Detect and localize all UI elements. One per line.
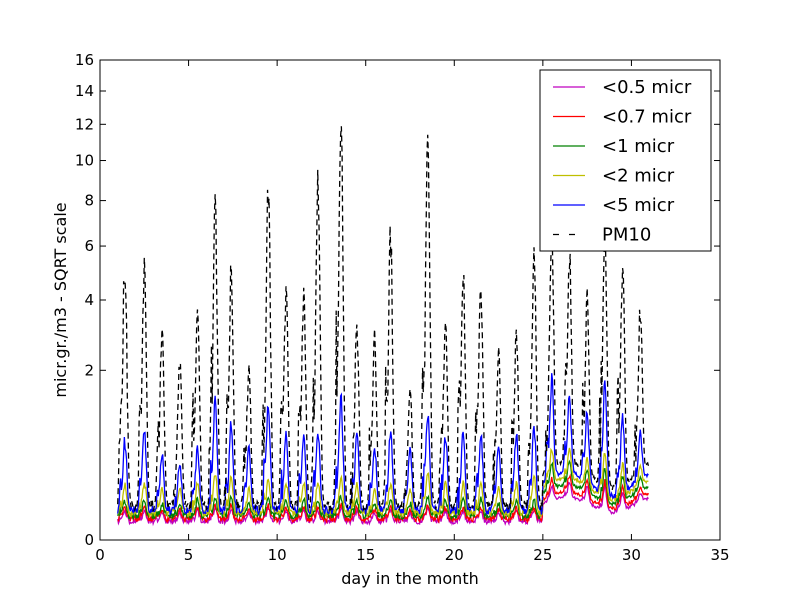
x-tick-label: 15 — [356, 546, 375, 564]
axis-ticks: 0 5 10 15 20 25 30 35 0 2 4 6 8 10 12 14 16 — [75, 51, 730, 564]
y-tick-label: 14 — [75, 82, 94, 100]
x-tick-label: 10 — [268, 546, 287, 564]
series-lines — [117, 126, 650, 527]
y-tick-label: 8 — [84, 192, 94, 210]
x-tick-label: 5 — [184, 546, 194, 564]
x-tick-label: 30 — [622, 546, 641, 564]
y-tick-label: 4 — [84, 291, 94, 309]
legend-box — [539, 69, 712, 252]
y-tick-label: 12 — [75, 115, 94, 133]
y-tick-label: 10 — [75, 152, 94, 170]
legend-entry-label: PM10 — [602, 225, 651, 246]
legend: <0.5 micr <0.7 micr <1 micr <2 micr <5 micr P… — [539, 69, 712, 252]
legend-entry-label: <0.5 micr — [602, 77, 692, 98]
legend-entry-label: <2 micr — [602, 166, 675, 187]
x-tick-label: 0 — [95, 546, 105, 564]
x-tick-label: 35 — [710, 546, 729, 564]
series-line-1 — [117, 473, 649, 525]
y-tick-label: 0 — [84, 531, 94, 549]
y-tick-label: 6 — [84, 237, 94, 255]
y-tick-label: 2 — [84, 361, 94, 379]
y-tick-label: 16 — [75, 51, 94, 69]
legend-entry-label: <1 micr — [602, 136, 675, 157]
series-line-5 — [117, 126, 650, 513]
legend-entry-label: <0.7 micr — [602, 107, 692, 128]
x-axis-label: day in the month — [341, 569, 478, 588]
series-line-2 — [117, 459, 649, 522]
y-axis-label: micr.gr./m3 - SQRT scale — [51, 202, 70, 397]
x-tick-label: 25 — [533, 546, 552, 564]
legend-entry-label: <5 micr — [602, 195, 675, 216]
x-tick-label: 20 — [445, 546, 464, 564]
